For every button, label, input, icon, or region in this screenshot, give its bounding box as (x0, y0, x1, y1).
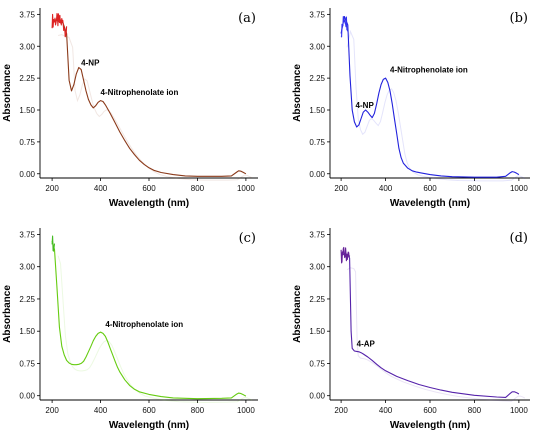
x-tick-label: 600 (142, 406, 156, 415)
y-tick-label: 0.75 (309, 138, 325, 147)
y-tick-label: 1.50 (19, 327, 35, 336)
chart-panel-1: 0.00 0.75 1.50 2.25 3.00 3.75 200 400 600 800 1000… (2, 8, 258, 209)
x-tick-label: 600 (423, 184, 437, 193)
y-tick-label: 0.00 (309, 392, 325, 401)
y-axis-title: Absorbance (292, 64, 303, 122)
x-tick-label: 1000 (237, 406, 255, 415)
y-tick-label: 2.25 (309, 295, 325, 304)
x-tick-label: 400 (94, 406, 108, 415)
x-tick-label: 1000 (237, 184, 255, 193)
x-tick-label: 800 (468, 406, 482, 415)
x-axis-title: Wavelength (nm) (109, 198, 189, 209)
panel-label: (b) (510, 11, 528, 26)
y-tick-label: 1.50 (19, 106, 35, 115)
y-tick-label: 1.50 (309, 106, 325, 115)
y-tick-label: 2.25 (19, 74, 35, 83)
y-tick-label: 3.00 (19, 42, 35, 51)
y-tick-label: 3.75 (19, 10, 35, 19)
ghost-trace (58, 34, 253, 181)
x-tick-label: 600 (142, 184, 156, 193)
y-axis-title: Absorbance (2, 64, 13, 122)
spectrum-noise (51, 12, 68, 38)
y-tick-label: 2.25 (309, 74, 325, 83)
y-tick-label: 3.75 (19, 230, 35, 239)
x-tick-label: 1000 (510, 406, 528, 415)
y-tick-label: 3.00 (309, 42, 325, 51)
spectrum-noise (51, 235, 56, 252)
x-tick-label: 400 (94, 184, 108, 193)
y-tick-label: 1.50 (309, 327, 325, 336)
y-tick-label: 0.75 (19, 138, 35, 147)
x-tick-label: 200 (334, 184, 348, 193)
chart-panel-4: 0.00 0.75 1.50 2.25 3.00 3.75 200 400 600 800 1000… (292, 228, 530, 431)
y-tick-label: 3.75 (309, 10, 325, 19)
x-tick-label: 800 (468, 184, 482, 193)
y-axis-title: Absorbance (292, 285, 303, 343)
annotation-label: 4-Nitrophenolate ion (101, 88, 179, 97)
x-tick-label: 1000 (510, 184, 528, 193)
chart-panel-3: 0.00 0.75 1.50 2.25 3.00 3.75 200 400 600 800 1000… (2, 228, 258, 431)
annotation-label: 4-NP (356, 101, 375, 110)
spectrum-line (340, 253, 520, 398)
y-tick-label: 0.75 (19, 359, 35, 368)
y-tick-label: 2.25 (19, 295, 35, 304)
y-tick-label: 0.00 (309, 170, 325, 179)
x-tick-label: 400 (379, 184, 393, 193)
ghost-trace (346, 29, 526, 182)
x-axis-title: Wavelength (nm) (390, 198, 470, 209)
panel-label: (a) (238, 11, 256, 26)
annotation-label: 4-AP (357, 339, 376, 348)
y-tick-label: 0.75 (309, 359, 325, 368)
spectrum-line (340, 15, 520, 178)
y-tick-label: 3.75 (309, 230, 325, 239)
x-tick-label: 200 (334, 406, 348, 415)
y-tick-label: 0.00 (19, 392, 35, 401)
spectrum-noise (340, 16, 349, 38)
y-tick-label: 0.00 (19, 170, 35, 179)
spectrum-line (51, 240, 247, 400)
chart-panel-2: 0.00 0.75 1.50 2.25 3.00 3.75 200 400 600 800 1000… (292, 8, 530, 209)
ghost-trace (57, 255, 253, 403)
y-tick-label: 3.00 (309, 263, 325, 272)
annotation-label: 4-NP (81, 58, 100, 67)
panel-label: (d) (510, 231, 528, 246)
ghost-trace (346, 267, 526, 402)
spectrum-noise (340, 246, 351, 264)
x-axis-title: Wavelength (nm) (109, 420, 189, 431)
x-tick-label: 400 (379, 406, 393, 415)
y-tick-label: 3.00 (19, 263, 35, 272)
y-axis-title: Absorbance (2, 285, 13, 343)
x-axis-title: Wavelength (nm) (390, 420, 470, 431)
x-tick-label: 600 (423, 406, 437, 415)
spectrum-line (51, 19, 247, 177)
x-tick-label: 200 (45, 184, 59, 193)
x-tick-label: 200 (45, 406, 59, 415)
x-tick-label: 800 (191, 406, 205, 415)
x-tick-label: 800 (191, 184, 205, 193)
panel-label: (c) (239, 231, 256, 246)
annotation-label: 4-Nitrophenolate ion (390, 66, 468, 75)
annotation-label: 4-Nitrophenolate ion (105, 320, 183, 329)
